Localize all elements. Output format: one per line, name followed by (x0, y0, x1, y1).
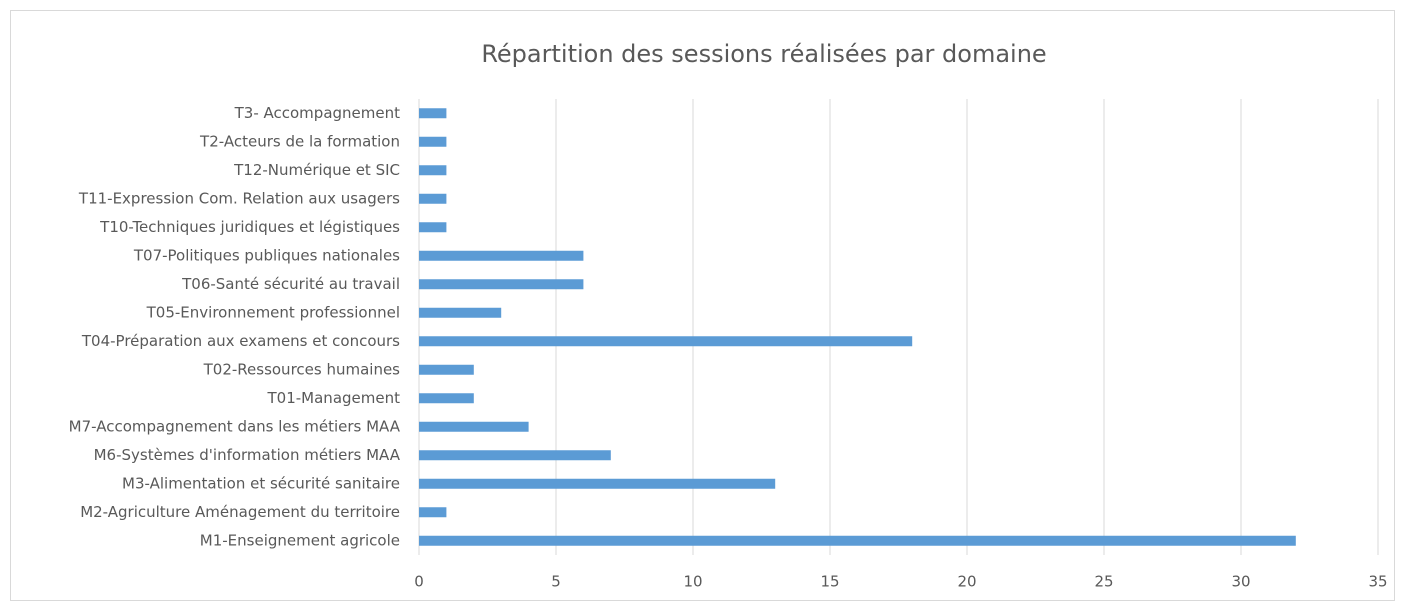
bar (419, 393, 474, 404)
x-tick-label: 15 (820, 573, 839, 591)
bar (419, 136, 447, 147)
bar (419, 222, 447, 233)
y-tick-label: M3-Alimentation et sécurité sanitaire (122, 474, 400, 492)
bar (419, 478, 776, 489)
bar (419, 535, 1296, 546)
bar (419, 307, 502, 318)
y-tick-label: T02-Ressources humaines (203, 360, 401, 378)
x-tick-label: 35 (1368, 573, 1387, 591)
y-tick-label: T12-Numérique et SIC (233, 161, 400, 179)
x-tick-label: 30 (1231, 573, 1250, 591)
bar (419, 450, 611, 461)
bar (419, 336, 913, 347)
y-tick-label: M2-Agriculture Aménagement du territoire (80, 503, 400, 521)
chart-frame (10, 10, 1395, 601)
x-tick-label: 25 (1094, 573, 1113, 591)
x-tick-label: 5 (551, 573, 561, 591)
y-tick-label: T07-Politiques publiques nationales (133, 246, 400, 264)
y-tick-label: T10-Techniques juridiques et légistiques (99, 218, 400, 236)
bar (419, 364, 474, 375)
chart-title: Répartition des sessions réalisées par d… (481, 40, 1046, 68)
bar (419, 421, 529, 432)
x-tick-label: 10 (683, 573, 702, 591)
bar (419, 108, 447, 119)
x-tick-label: 20 (957, 573, 976, 591)
y-tick-label: T05-Environnement professionnel (146, 303, 400, 321)
y-tick-label: M6-Systèmes d'information métiers MAA (94, 446, 401, 464)
bar (419, 507, 447, 518)
y-tick-label: T04-Préparation aux examens et concours (81, 332, 400, 350)
bar (419, 165, 447, 176)
y-tick-label: T01-Management (267, 389, 401, 407)
y-tick-label: T2-Acteurs de la formation (199, 132, 400, 150)
bar (419, 250, 584, 261)
y-tick-label: T3- Accompagnement (234, 104, 400, 122)
y-tick-label: M1-Enseignement agricole (200, 531, 400, 549)
y-tick-label: T06-Santé sécurité au travail (181, 275, 400, 293)
y-tick-label: T11-Expression Com. Relation aux usagers (78, 189, 400, 207)
y-tick-label: M7-Accompagnement dans les métiers MAA (69, 417, 401, 435)
x-tick-label: 0 (414, 573, 424, 591)
bar (419, 193, 447, 204)
bar (419, 279, 584, 290)
